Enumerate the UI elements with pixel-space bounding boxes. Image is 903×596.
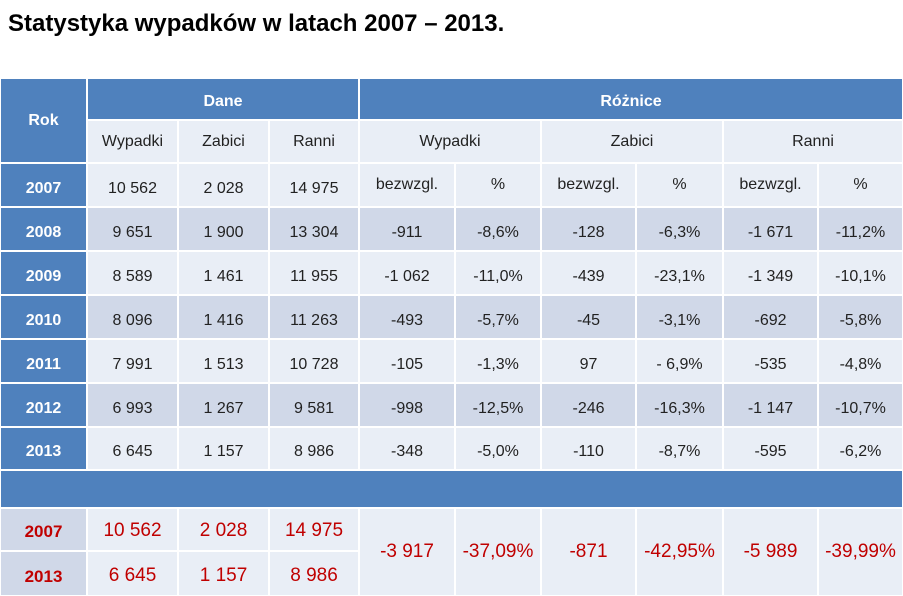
data-cell: -595 bbox=[724, 428, 817, 469]
summary-diff: -871 bbox=[542, 509, 635, 595]
data-cell: 10 728 bbox=[270, 340, 358, 382]
data-cell: 1 267 bbox=[179, 384, 268, 426]
data-cell: bezwzgl. bbox=[724, 164, 817, 206]
separator-row bbox=[1, 471, 902, 507]
data-cell: 6 993 bbox=[88, 384, 177, 426]
summary-diff: -42,95% bbox=[637, 509, 722, 595]
data-cell: -246 bbox=[542, 384, 635, 426]
data-cell: -1,3% bbox=[456, 340, 540, 382]
year-cell: 2009 bbox=[1, 252, 86, 294]
summary-diff: -39,99% bbox=[819, 509, 902, 595]
data-cell: 1 157 bbox=[179, 428, 268, 469]
data-cell: - 6,9% bbox=[637, 340, 722, 382]
data-cell: 1 416 bbox=[179, 296, 268, 338]
data-cell: -1 349 bbox=[724, 252, 817, 294]
data-cell: 11 263 bbox=[270, 296, 358, 338]
data-cell: % bbox=[456, 164, 540, 206]
data-cell: -8,6% bbox=[456, 208, 540, 250]
column-header: Wypadki bbox=[88, 121, 177, 162]
data-cell: 2 028 bbox=[179, 164, 268, 206]
title: Statystyka wypadków w latach 2007 – 2013… bbox=[8, 10, 505, 37]
year-cell: 2013 bbox=[1, 428, 86, 469]
data-cell: 8 589 bbox=[88, 252, 177, 294]
data-cell: -8,7% bbox=[637, 428, 722, 469]
summary-diff: -3 917 bbox=[360, 509, 454, 595]
data-cell: % bbox=[819, 164, 902, 206]
data-cell: -3,1% bbox=[637, 296, 722, 338]
column-header: Wypadki bbox=[360, 121, 540, 162]
data-cell: bezwzgl. bbox=[542, 164, 635, 206]
data-cell: bezwzgl. bbox=[360, 164, 454, 206]
summary-cell: 10 562 bbox=[88, 509, 177, 550]
data-cell: -5,7% bbox=[456, 296, 540, 338]
data-cell: -493 bbox=[360, 296, 454, 338]
summary-cell: 1 157 bbox=[179, 552, 268, 595]
data-cell: 9 651 bbox=[88, 208, 177, 250]
data-cell: 6 645 bbox=[88, 428, 177, 469]
header-rok: Rok bbox=[1, 79, 86, 162]
data-cell: 7 991 bbox=[88, 340, 177, 382]
data-cell: 8 096 bbox=[88, 296, 177, 338]
data-cell: 97 bbox=[542, 340, 635, 382]
data-cell: -1 062 bbox=[360, 252, 454, 294]
data-cell: -4,8% bbox=[819, 340, 902, 382]
data-cell: -6,2% bbox=[819, 428, 902, 469]
year-cell: 2011 bbox=[1, 340, 86, 382]
data-cell: -911 bbox=[360, 208, 454, 250]
data-cell: -11,0% bbox=[456, 252, 540, 294]
data-cell: 1 900 bbox=[179, 208, 268, 250]
data-cell: -5,0% bbox=[456, 428, 540, 469]
data-cell: 8 986 bbox=[270, 428, 358, 469]
data-cell: 11 955 bbox=[270, 252, 358, 294]
data-cell: -692 bbox=[724, 296, 817, 338]
data-cell: 1 513 bbox=[179, 340, 268, 382]
summary-diff: -37,09% bbox=[456, 509, 540, 595]
data-cell: -16,3% bbox=[637, 384, 722, 426]
data-cell: -1 147 bbox=[724, 384, 817, 426]
data-cell: -128 bbox=[542, 208, 635, 250]
data-cell: -6,3% bbox=[637, 208, 722, 250]
data-cell: -105 bbox=[360, 340, 454, 382]
data-cell: -23,1% bbox=[637, 252, 722, 294]
year-cell: 2010 bbox=[1, 296, 86, 338]
data-cell: -11,2% bbox=[819, 208, 902, 250]
data-cell: 10 562 bbox=[88, 164, 177, 206]
column-header: Ranni bbox=[270, 121, 358, 162]
summary-cell: 14 975 bbox=[270, 509, 358, 550]
data-cell: -45 bbox=[542, 296, 635, 338]
header-roznice: Różnice bbox=[360, 79, 902, 119]
summary-diff: -5 989 bbox=[724, 509, 817, 595]
data-cell: -10,7% bbox=[819, 384, 902, 426]
data-cell: -439 bbox=[542, 252, 635, 294]
data-cell: 13 304 bbox=[270, 208, 358, 250]
data-cell: -110 bbox=[542, 428, 635, 469]
data-cell: -535 bbox=[724, 340, 817, 382]
header-dane: Dane bbox=[88, 79, 358, 119]
data-cell: % bbox=[637, 164, 722, 206]
data-cell: -10,1% bbox=[819, 252, 902, 294]
data-cell: -998 bbox=[360, 384, 454, 426]
data-cell: -12,5% bbox=[456, 384, 540, 426]
data-cell: 14 975 bbox=[270, 164, 358, 206]
summary-cell: 2 028 bbox=[179, 509, 268, 550]
data-cell: 1 461 bbox=[179, 252, 268, 294]
data-cell: -348 bbox=[360, 428, 454, 469]
data-cell: 9 581 bbox=[270, 384, 358, 426]
summary-cell: 6 645 bbox=[88, 552, 177, 595]
year-cell: 2007 bbox=[1, 164, 86, 206]
data-cell: -5,8% bbox=[819, 296, 902, 338]
column-header: Ranni bbox=[724, 121, 902, 162]
data-cell: -1 671 bbox=[724, 208, 817, 250]
summary-year: 2007 bbox=[1, 509, 86, 550]
column-header: Zabici bbox=[179, 121, 268, 162]
year-cell: 2012 bbox=[1, 384, 86, 426]
column-header: Zabici bbox=[542, 121, 722, 162]
year-cell: 2008 bbox=[1, 208, 86, 250]
summary-cell: 8 986 bbox=[270, 552, 358, 595]
summary-year: 2013 bbox=[1, 552, 86, 595]
